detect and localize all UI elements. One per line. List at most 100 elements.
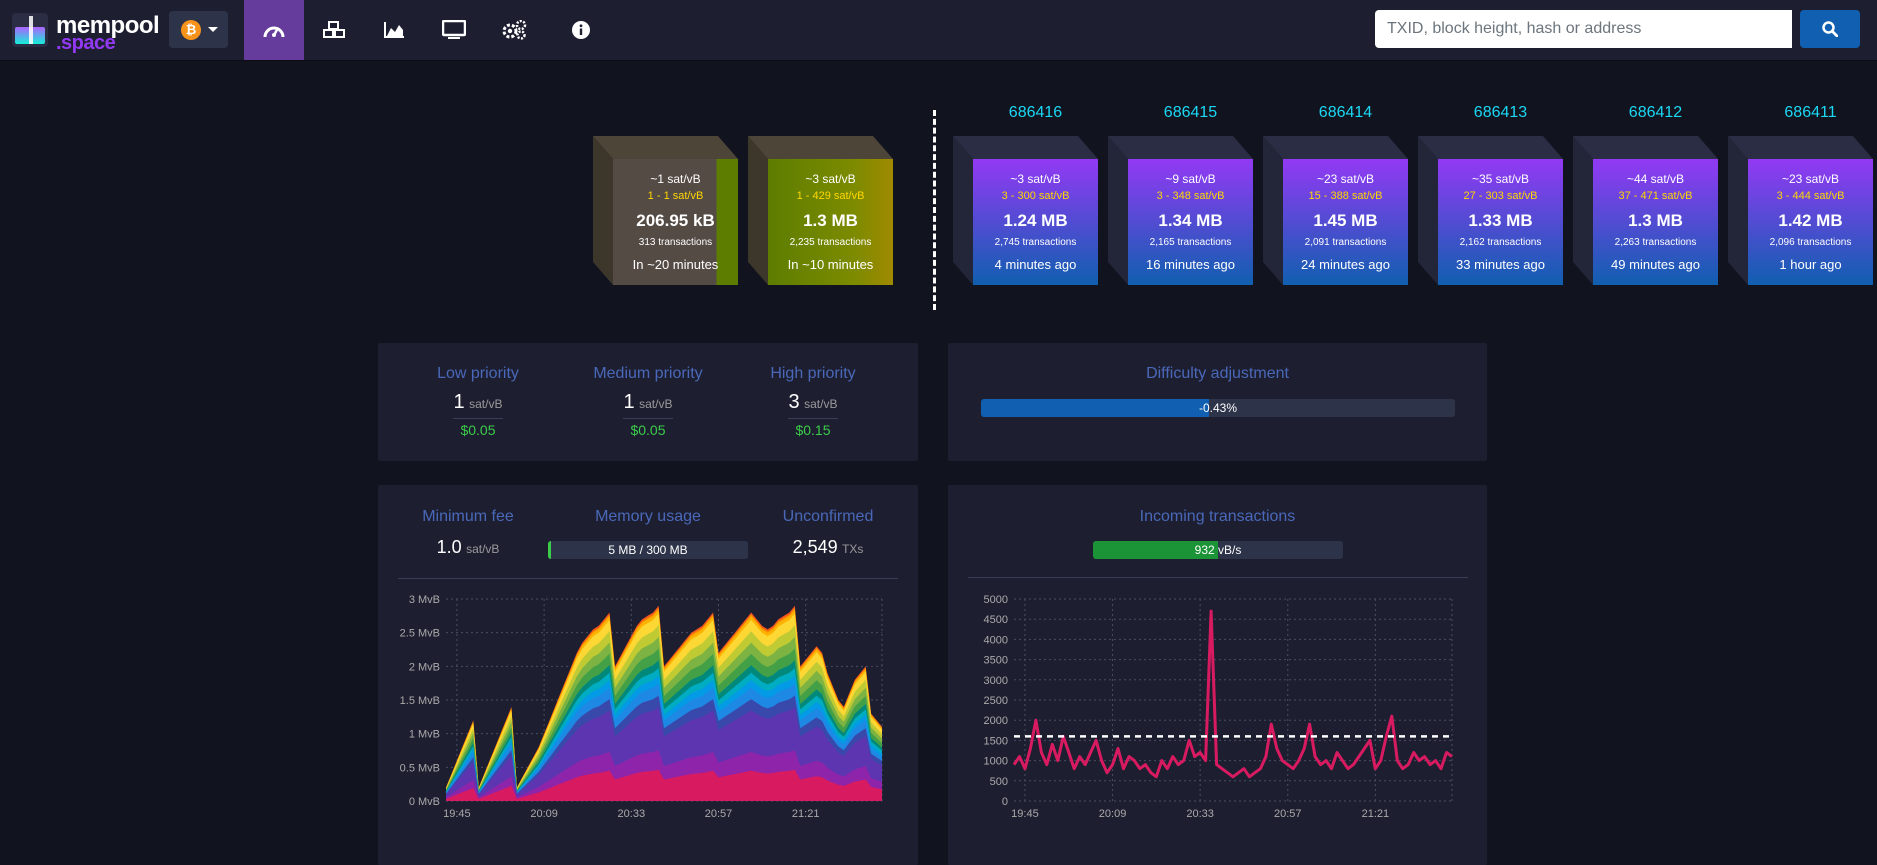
y-tick-label: 2500 xyxy=(984,695,1008,707)
block-side-face xyxy=(1728,136,1748,285)
mempool-block[interactable]: ~3 sat/vB 1 - 429 sat/vB 1.3 MB 2,235 trans… xyxy=(748,136,893,285)
block-height-link[interactable]: 686412 xyxy=(1628,104,1683,121)
incoming-transactions-value: 932 vB/s xyxy=(1194,543,1242,557)
nav-tv[interactable] xyxy=(424,0,484,60)
search-input[interactable] xyxy=(1375,10,1792,48)
nav-graphs[interactable] xyxy=(364,0,424,60)
block-top-face xyxy=(953,136,1098,159)
y-tick-label: 5000 xyxy=(984,594,1008,606)
block-fee-range: 3 - 348 sat/vB xyxy=(1156,190,1225,202)
block-transaction-count: 2,091 transactions xyxy=(1304,237,1387,248)
x-tick-label: 20:33 xyxy=(1186,808,1214,820)
y-tick-label: 3 MvB xyxy=(409,594,440,606)
cubes-icon xyxy=(323,21,345,38)
unconfirmed-label: Unconfirmed xyxy=(782,508,874,525)
block-height-link[interactable]: 686416 xyxy=(1008,104,1063,121)
block-top-face xyxy=(1108,136,1253,159)
nav-dashboard[interactable] xyxy=(244,0,304,60)
block-height-link[interactable]: 686414 xyxy=(1318,104,1373,121)
mempool-logo[interactable]: mempool .space xyxy=(12,10,160,54)
incoming-transactions-progress: 932 vB/s xyxy=(1093,541,1343,559)
y-tick-label: 0.5 MvB xyxy=(400,762,440,774)
block-median-fee: ~44 sat/vB xyxy=(1626,172,1685,186)
block-transaction-count: 2,165 transactions xyxy=(1149,237,1232,248)
nav-api[interactable] xyxy=(484,0,544,60)
search-button[interactable] xyxy=(1800,10,1860,48)
x-tick-label: 19:45 xyxy=(1011,808,1039,820)
block-median-fee: ~35 sat/vB xyxy=(1471,172,1530,186)
x-tick-label: 21:21 xyxy=(792,808,820,820)
low-priority-value: 1 sat/vB xyxy=(418,391,538,414)
unconfirmed-number: 2,549 xyxy=(792,537,838,557)
x-tick-label: 20:57 xyxy=(705,808,733,820)
incoming-transactions-label: Incoming transactions xyxy=(1139,508,1296,525)
network-selector[interactable]: ₿ xyxy=(169,11,228,48)
block-fee-range: 15 - 388 sat/vB xyxy=(1308,190,1383,202)
high-priority-number: 3 xyxy=(788,391,800,413)
minimum-fee-unit: sat/vB xyxy=(466,542,500,556)
block-height-link[interactable]: 686413 xyxy=(1473,104,1528,121)
info-icon xyxy=(572,21,590,39)
block-front-face: ~3 sat/vB 3 - 300 sat/vB 1.24 MB 2,745 tran… xyxy=(973,159,1098,285)
mined-block[interactable]: ~23 sat/vB 15 - 388 sat/vB 1.45 MB 2,091 tr… xyxy=(1263,136,1408,285)
y-tick-label: 1000 xyxy=(984,756,1008,768)
block-size: 1.42 MB xyxy=(1778,211,1843,230)
card-separator xyxy=(398,578,898,579)
block-side-face xyxy=(593,136,613,285)
block-front-face: ~3 sat/vB 1 - 429 sat/vB 1.3 MB 2,235 trans… xyxy=(768,159,893,285)
x-tick-label: 21:21 xyxy=(1362,808,1390,820)
y-tick-label: 4000 xyxy=(984,634,1008,646)
memory-usage-progress: 5 MB / 300 MB xyxy=(548,541,748,559)
block-front-face: ~35 sat/vB 27 - 303 sat/vB 1.33 MB 2,162 tr… xyxy=(1438,159,1563,285)
block-size: 206.95 kB xyxy=(636,211,715,230)
y-tick-label: 4500 xyxy=(984,614,1008,626)
caret-down-icon xyxy=(208,27,218,32)
nav-about[interactable] xyxy=(551,0,611,60)
y-tick-label: 3000 xyxy=(984,675,1008,687)
medium-priority-number: 1 xyxy=(623,391,635,413)
chart-area-icon xyxy=(384,22,404,38)
block-median-fee: ~3 sat/vB xyxy=(805,172,856,186)
mined-block[interactable]: ~44 sat/vB 37 - 471 sat/vB 1.3 MB 2,263 tra… xyxy=(1573,136,1718,285)
block-transaction-count: 2,096 transactions xyxy=(1769,237,1852,248)
mempool-block[interactable]: ~1 sat/vB 1 - 1 sat/vB 206.95 kB 313 transa… xyxy=(593,136,738,285)
logo-text-mempool: mempool xyxy=(56,12,160,39)
y-tick-label: 0 MvB xyxy=(409,796,440,808)
incoming-tx-line xyxy=(1012,609,1453,779)
block-time: 1 hour ago xyxy=(1779,257,1842,272)
minimum-fee-value: 1.0 sat/vB xyxy=(398,537,538,558)
high-priority-label: High priority xyxy=(770,365,856,382)
block-top-face xyxy=(1263,136,1408,159)
block-height-link[interactable]: 686411 xyxy=(1784,104,1837,121)
block-front-face: ~23 sat/vB 3 - 444 sat/vB 1.42 MB 2,096 tra… xyxy=(1748,159,1873,285)
block-time: 49 minutes ago xyxy=(1611,257,1700,272)
block-median-fee: ~1 sat/vB xyxy=(650,172,701,186)
mined-block[interactable]: ~9 sat/vB 3 - 348 sat/vB 1.34 MB 2,165 tran… xyxy=(1108,136,1253,285)
nav-blocks[interactable] xyxy=(304,0,364,60)
block-top-face xyxy=(1573,136,1718,159)
block-fee-range: 1 - 429 sat/vB xyxy=(796,190,865,202)
high-priority-unit: sat/vB xyxy=(804,397,838,411)
block-height-link[interactable]: 686415 xyxy=(1163,104,1218,121)
blocks-divider xyxy=(933,110,936,310)
high-priority-usd: $0.15 xyxy=(795,422,831,438)
block-median-fee: ~9 sat/vB xyxy=(1165,172,1216,186)
mempool-fee-layer-0 xyxy=(446,769,882,801)
card-separator xyxy=(968,577,1468,578)
block-median-fee: ~3 sat/vB xyxy=(1010,172,1061,186)
block-time: In ~20 minutes xyxy=(632,257,719,272)
memory-usage-value: 5 MB / 300 MB xyxy=(608,543,688,557)
block-top-face xyxy=(593,136,738,159)
y-tick-label: 1.5 MvB xyxy=(400,695,440,707)
mined-block[interactable]: ~35 sat/vB 27 - 303 sat/vB 1.33 MB 2,162 tr… xyxy=(1418,136,1563,285)
mined-block[interactable]: ~3 sat/vB 3 - 300 sat/vB 1.24 MB 2,745 tran… xyxy=(953,136,1098,285)
tv-icon xyxy=(442,20,466,39)
mined-block[interactable]: ~23 sat/vB 3 - 444 sat/vB 1.42 MB 2,096 tra… xyxy=(1728,136,1873,285)
y-tick-label: 3500 xyxy=(984,655,1008,667)
difficulty-value: -0.43% xyxy=(1198,401,1238,415)
block-front-face: ~23 sat/vB 15 - 388 sat/vB 1.45 MB 2,091 tr… xyxy=(1283,159,1408,285)
search-icon xyxy=(1822,21,1838,37)
block-median-fee: ~23 sat/vB xyxy=(1316,172,1375,186)
x-tick-label: 20:09 xyxy=(530,808,558,820)
block-time: 24 minutes ago xyxy=(1301,257,1390,272)
